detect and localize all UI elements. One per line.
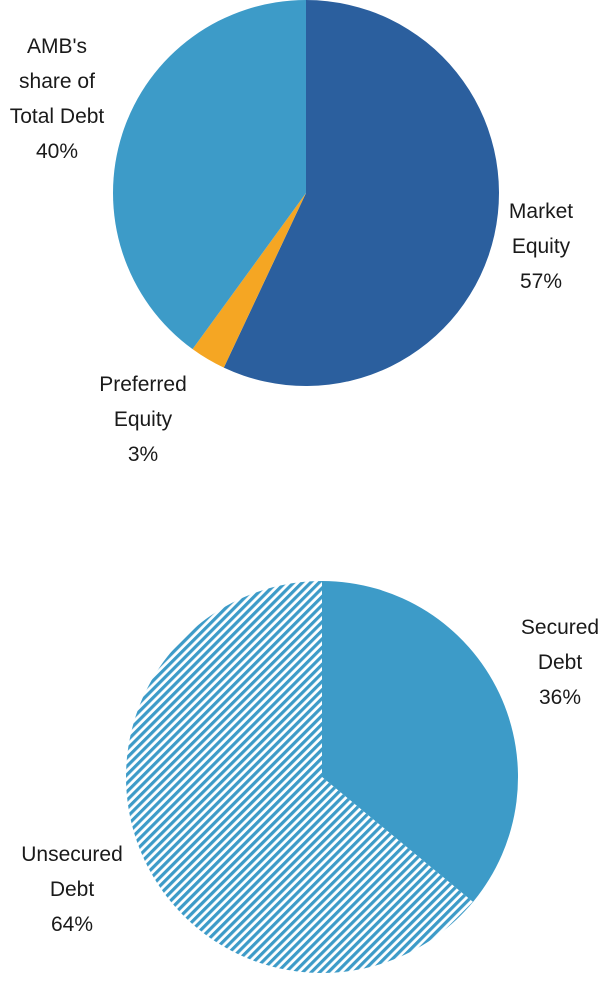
pie-slice-secured-debt bbox=[322, 581, 519, 902]
slice-label-market-equity: Market Equity 57% bbox=[509, 200, 573, 293]
slice-label-amb-s-share-of-total-debt: AMB's share of Total Debt 40% bbox=[10, 35, 105, 163]
slice-label-unsecured-debt: Unsecured Debt 64% bbox=[21, 843, 123, 936]
pie-slice-unsecured-debt bbox=[126, 581, 474, 973]
slice-name-line: Debt bbox=[538, 651, 583, 674]
slice-name-line: share of bbox=[19, 70, 95, 93]
slice-name-line: Total Debt bbox=[10, 105, 105, 128]
debt-structure-pie: Secured Debt 36% Unsecured Debt 64% bbox=[21, 581, 599, 973]
slice-name-line: Equity bbox=[512, 235, 571, 258]
pie-slice-preferred-equity bbox=[192, 193, 306, 368]
slice-label-preferred-equity: Preferred Equity 3% bbox=[99, 373, 187, 466]
slice-name-line: Secured bbox=[521, 616, 599, 639]
slice-value-label: 57% bbox=[520, 270, 562, 293]
slice-name-line: Debt bbox=[50, 878, 95, 901]
capital-structure-pie: Market Equity 57% Preferred Equity 3% AMB's sha… bbox=[10, 0, 573, 466]
slice-value-label: 36% bbox=[539, 686, 581, 709]
slice-name-line: Preferred bbox=[99, 373, 187, 396]
slice-name-line: Market bbox=[509, 200, 573, 223]
slice-name-line: Unsecured bbox=[21, 843, 123, 866]
pie-slice-amb-s-share-of-total-debt bbox=[113, 0, 306, 350]
slice-value-label: 40% bbox=[36, 140, 78, 163]
slice-value-label: 64% bbox=[51, 913, 93, 936]
slice-name-line: AMB's bbox=[27, 35, 87, 58]
slice-label-secured-debt: Secured Debt 36% bbox=[521, 616, 599, 709]
slice-name-line: Equity bbox=[114, 408, 173, 431]
pie-slice-market-equity bbox=[223, 0, 499, 386]
slice-value-label: 3% bbox=[128, 443, 158, 466]
